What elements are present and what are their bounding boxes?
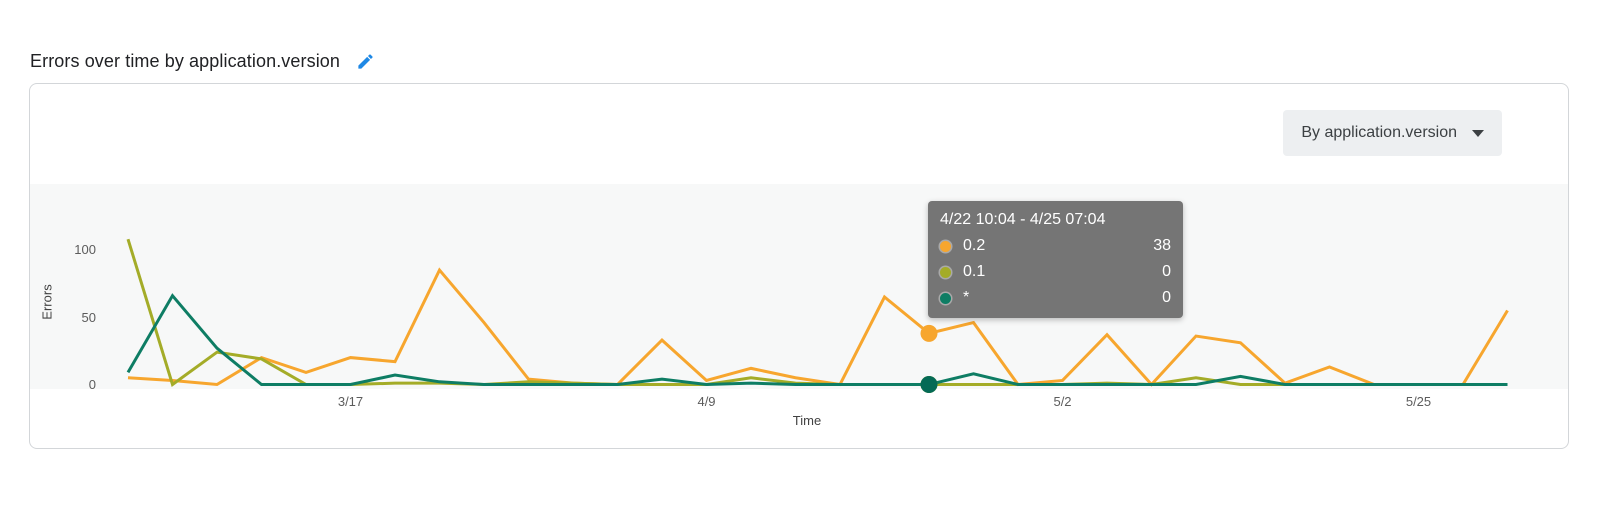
tooltip-series-label: 0.2 <box>963 237 986 254</box>
tooltip-series-value: 38 <box>1153 237 1171 254</box>
split-by-label: By application.version <box>1301 124 1457 141</box>
series-line-* <box>126 293 1508 387</box>
x-tick-5/2: 5/2 <box>1053 394 1072 409</box>
highlight-marker-* <box>920 376 938 393</box>
x-tick-4/9: 4/9 <box>697 394 716 409</box>
tooltip-series-label: 0.1 <box>963 263 986 280</box>
x-tick-3/17: 3/17 <box>337 394 364 409</box>
tooltip-row: 0.2 38 <box>940 233 1171 259</box>
tooltip-series-value: 0 <box>1162 263 1171 280</box>
tooltip-time-range: 4/22 10:04 - 4/25 07:04 <box>940 211 1106 228</box>
tooltip-rows: 0.2 38 0.1 0 * 0 <box>940 233 1171 311</box>
x-tick-5/25: 5/25 <box>1405 394 1432 409</box>
split-by-dropdown[interactable]: By application.version <box>1283 110 1502 156</box>
tooltip-row: 0.1 0 <box>940 259 1171 285</box>
chart-card: By application.version Errors 0 50 100 3/1… <box>29 83 1569 449</box>
pencil-icon <box>357 54 373 69</box>
series-line-0.2 <box>127 267 1509 387</box>
highlight-marker-0.2 <box>920 324 938 342</box>
tooltip-series-label: * <box>963 289 970 306</box>
series-dot-icon <box>940 240 951 252</box>
chart-title-row: Errors over time by application.version <box>30 51 375 72</box>
chevron-down-icon <box>1472 129 1484 137</box>
tooltip-series-value: 0 <box>1162 289 1171 306</box>
y-tick-50: 50 <box>81 309 96 325</box>
edit-title-button[interactable] <box>355 52 375 72</box>
x-axis-title: Time <box>792 413 822 428</box>
chart-tooltip: 4/22 10:04 - 4/25 07:04 0.2 38 0.1 0 * 0 <box>928 201 1183 318</box>
y-tick-0: 0 <box>88 377 96 392</box>
series-dot-icon <box>940 266 951 278</box>
line-chart <box>126 238 1509 393</box>
plot-area[interactable] <box>30 184 1568 389</box>
tooltip-row: * 0 <box>940 285 1171 311</box>
y-tick-100: 100 <box>74 242 96 258</box>
series-dot-icon <box>940 292 951 304</box>
page-title: Errors over time by application.version <box>30 51 341 71</box>
